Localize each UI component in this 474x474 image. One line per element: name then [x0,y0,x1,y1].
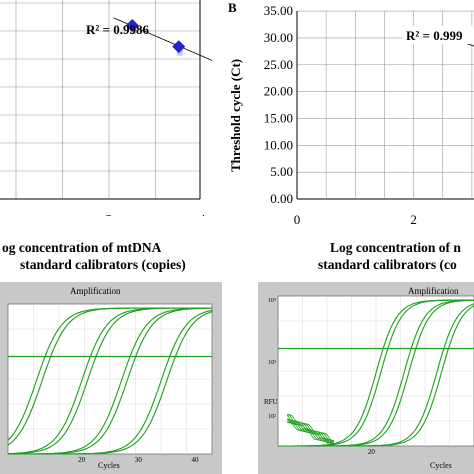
x-tick-label: 0 [294,212,301,227]
panel-d-amplification-chart: Amplification RFU 10⁴ 10³ 10² 20 Cycles [258,282,474,474]
panel-c-amplification-chart: Amplification 20 30 40 Cycles [0,282,222,474]
y-tick-label: 10⁴ [268,298,276,304]
x-tick-label: 20 [368,448,376,456]
data-point [125,18,139,32]
panel-d-x-ticks: 20 [368,448,376,456]
trendline [430,31,474,47]
y-tick-label: 20.00 [264,84,293,99]
baseline-noise-curve [287,414,335,445]
panel-d-y-ticks: 10⁴ 10³ 10² [268,298,276,420]
panel-c-title: Amplification [70,286,121,296]
x-tick-label: 4 [199,213,206,216]
panel-d-title: Amplification [408,286,459,296]
panel-c-curves [7,307,213,455]
panel-a-chart: 2468 R² = 0.9986 [0,0,212,216]
panel-d-ylabel: RFU [264,398,278,406]
panel-b-chart: 0.00 5.00 10.00 15.00 20.00 25.00 30.00 35.00 0… [264,3,474,227]
panel-c-xlabel: Cycles [98,461,120,470]
x-tick-label: 20 [78,456,86,464]
baseline-noise-curve [286,418,335,443]
trendline [113,17,212,61]
panel-a-xlabel-line1: og concentration of mtDNA [2,240,162,255]
baseline-noise-curve [287,418,334,447]
panel-b-y-ticks: 0.00 5.00 10.00 15.00 20.00 25.00 30.00 35.00 [264,3,293,206]
panel-a-points [125,18,186,56]
panel-d-xlabel: Cycles [430,461,452,470]
panel-b-r2-box [402,26,474,44]
y-tick-label: 10.00 [264,137,293,152]
baseline-noise-curve [287,419,335,447]
y-tick-label: 25.00 [264,57,293,72]
y-tick-label: 0.00 [270,191,293,206]
panel-b-label: B [228,0,237,15]
x-tick-label: 30 [135,456,143,464]
y-tick-label: 30.00 [264,30,293,45]
panel-b-xlabel-line1: Log concentration of n [330,240,461,255]
amplification-curve [8,311,213,455]
baseline-noise-curve [287,420,335,447]
panel-b-x-ticks: 0246 [294,212,417,227]
y-tick-label: 5.00 [270,164,293,179]
amplification-curve [8,307,212,455]
panel-d-curves [278,299,474,447]
panel-a-grid [0,0,200,199]
x-tick-label: 2 [410,212,417,227]
panel-b-xlabel-line2: standard calibrators (co [318,257,457,272]
panel-c-x-ticks: 20 30 40 [78,456,199,464]
panel-a-xlabel-line2: standard calibrators (copies) [20,257,186,272]
panel-a-r2-label: R² = 0.9986 [86,22,149,37]
panel-a-x-ticks: 2468 [106,213,206,216]
x-tick-label: 2 [106,213,113,216]
panel-b-trendline [430,31,474,47]
panel-b-r2-label: R² = 0.999 [406,28,463,43]
data-point [172,40,186,54]
x-tick-label: 40 [192,456,200,464]
data-point-shadow [130,28,137,35]
y-tick-label: 10³ [268,360,276,366]
y-tick-label: 35.00 [264,3,293,18]
data-point-shadow [176,49,183,56]
panel-a-trendline [113,17,212,61]
amplification-curve [278,305,474,447]
y-tick-label: 15.00 [264,110,293,125]
y-tick-label: 10² [268,414,276,420]
